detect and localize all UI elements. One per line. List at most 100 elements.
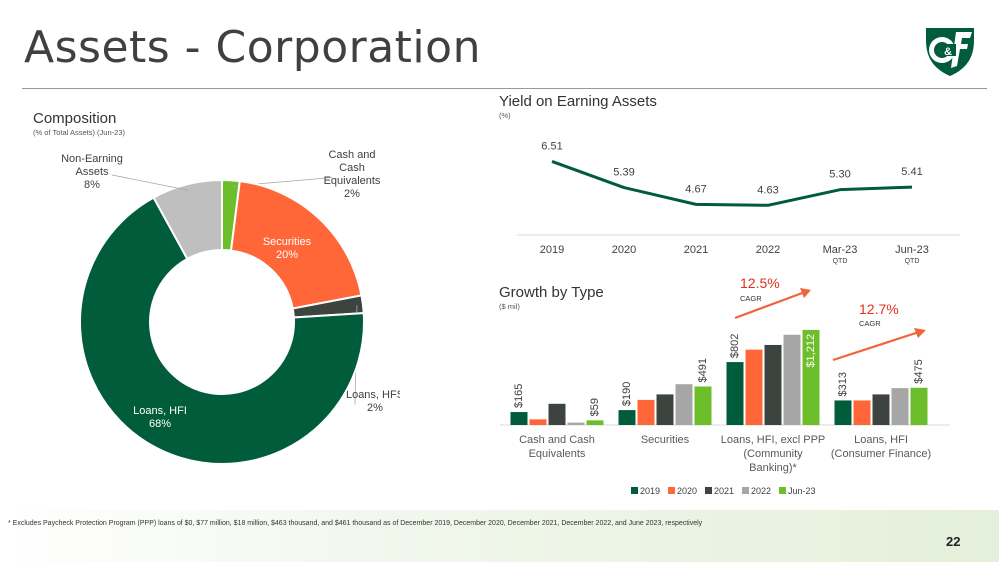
donut-leader-non-earning-assets (111, 174, 189, 191)
yield-data-label: 5.39 (613, 167, 634, 179)
bar-loans-hfi-excl-ppp-community-banking-2022 (783, 334, 801, 425)
donut-label-line: Loans, HFI (133, 405, 187, 417)
donut-label-line: Assets (75, 166, 109, 178)
legend-swatch-jun-23 (779, 487, 786, 494)
growth-data-label: $491 (697, 358, 709, 382)
donut-label-line: 2% (344, 188, 360, 200)
donut-label-line: Cash and (328, 149, 375, 161)
legend-label-2021: 2021 (714, 486, 734, 496)
donut-label-cash-and-cash-equivalents: Cash and Cash Equivalents 2% (324, 149, 381, 200)
donut-label-loans-hfi: Loans, HFI 68% (133, 405, 187, 430)
growth-subtitle: ($ mil) (499, 302, 520, 311)
bar-loans-hfi-consumer-finance-2021 (872, 394, 890, 425)
bar-cash-and-cash-equivalents-2021 (548, 403, 566, 425)
cagr-label-2: CAGR (859, 319, 881, 328)
yield-tick-note: QTD (905, 258, 920, 265)
title-divider (22, 88, 987, 89)
cagr-value-2: 12.7% (859, 301, 899, 317)
donut-slice-securities (229, 180, 363, 310)
bar-securities-jun-23 (694, 386, 712, 425)
growth-category-line: (Consumer Finance) (831, 448, 931, 460)
donut-label-line: Securities (263, 236, 312, 248)
footnote: * Excludes Paycheck Protection Program (… (8, 520, 703, 527)
bar-loans-hfi-consumer-finance-jun-23 (910, 387, 928, 425)
yield-tick-label: 2020 (612, 244, 636, 256)
cagr-arrowhead-2 (914, 328, 926, 338)
bar-securities-2022 (675, 384, 693, 425)
yield-line-chart: 6.51 2019 5.39 2020 4.67 2021 4.63 2022 5.30 Mar-… (517, 140, 960, 265)
yield-data-label: 5.41 (901, 166, 922, 178)
bar-cash-and-cash-equivalents-jun-23 (586, 420, 604, 425)
donut-label-line: 2% (367, 402, 383, 414)
bar-securities-2019 (618, 410, 636, 425)
bar-cash-and-cash-equivalents-2020 (529, 419, 547, 425)
cagr-arrow-2 (832, 330, 920, 362)
yield-data-label: 4.63 (757, 184, 778, 196)
legend-swatch-2019 (631, 487, 638, 494)
donut-label-loans-hfs: Loans, HFS 2% (346, 389, 400, 414)
bar-loans-hfi-excl-ppp-community-banking-2019 (726, 362, 744, 425)
yield-data-label: 5.30 (829, 169, 850, 181)
bar-loans-hfi-excl-ppp-community-banking-jun-23 (802, 329, 820, 425)
logo-ampersand: & (944, 46, 952, 58)
yield-tick-label: Jun-23 (895, 244, 929, 256)
composition-donut-chart: Cash and Cash Equivalents 2% Securities 20% Lo… (61, 149, 400, 465)
yield-data-label: 4.67 (685, 183, 706, 195)
legend-label-2019: 2019 (640, 486, 660, 496)
yield-title: Yield on Earning Assets (499, 93, 657, 110)
footer-band (0, 510, 999, 562)
bar-loans-hfi-consumer-finance-2020 (853, 400, 871, 425)
donut-label-line: 68% (149, 418, 171, 430)
yield-tick-label: 2019 (540, 244, 564, 256)
growth-category-line: (Community (743, 448, 803, 460)
growth-data-label: $313 (837, 372, 849, 396)
bar-cash-and-cash-equivalents-2019 (510, 412, 528, 425)
growth-category-line: Loans, HFI (854, 434, 908, 446)
growth-category-line: Banking)* (749, 462, 797, 474)
cagr-arrowhead-1 (800, 288, 811, 298)
bar-securities-2021 (656, 394, 674, 425)
bar-loans-hfi-consumer-finance-2022 (891, 388, 909, 425)
donut-label-line: 8% (84, 179, 100, 191)
donut-label-line: Non-Earning (61, 153, 123, 165)
donut-label-non-earning-assets: Non-Earning Assets 8% (61, 153, 123, 191)
yield-series-line (551, 160, 913, 207)
bar-cash-and-cash-equivalents-2022 (567, 422, 585, 425)
composition-title: Composition (33, 110, 117, 127)
donut-label-line: Cash (339, 162, 365, 174)
donut-label-securities: Securities 20% (263, 236, 312, 261)
growth-category-label: Cash and Cash Equivalents (519, 434, 595, 460)
cagr-arrow-1 (734, 290, 806, 320)
legend-label-jun-23: Jun-23 (788, 486, 816, 496)
growth-data-label: $165 (513, 384, 525, 408)
growth-category-line: Equivalents (529, 448, 586, 460)
page-number: 22 (946, 534, 961, 549)
legend-swatch-2021 (705, 487, 712, 494)
growth-category-label: Loans, HFI (Consumer Finance) (831, 434, 931, 460)
bar-loans-hfi-excl-ppp-community-banking-2021 (764, 344, 782, 425)
growth-data-label: $475 (913, 359, 925, 383)
cagr-value-1: 12.5% (740, 275, 780, 291)
yield-tick-label: 2022 (756, 244, 780, 256)
growth-category-line: Loans, HFI, excl PPP (721, 434, 826, 446)
yield-subtitle: (%) (499, 111, 511, 120)
growth-category-line: Cash and Cash (519, 434, 595, 446)
donut-label-line: 20% (276, 249, 298, 261)
yield-tick-label: 2021 (684, 244, 708, 256)
growth-data-label: $802 (729, 334, 741, 358)
growth-data-label: $190 (621, 382, 633, 406)
growth-category-line: Securities (641, 434, 690, 446)
donut-label-line: Loans, HFS (346, 389, 400, 401)
company-logo: & (926, 28, 974, 76)
page-title: Assets - Corporation (24, 22, 481, 73)
bar-loans-hfi-consumer-finance-2019 (834, 400, 852, 425)
growth-category-label: Securities (641, 434, 690, 446)
bar-loans-hfi-excl-ppp-community-banking-2020 (745, 349, 763, 425)
cagr-label-1: CAGR (740, 294, 762, 303)
legend-label-2020: 2020 (677, 486, 697, 496)
composition-subtitle: (% of Total Assets) (Jun-23) (33, 128, 125, 137)
yield-tick-label: Mar-23 (823, 244, 858, 256)
donut-slice-non-earning-assets (152, 178, 223, 261)
bar-securities-2020 (637, 399, 655, 425)
donut-slice-loans-hfi (79, 196, 365, 465)
